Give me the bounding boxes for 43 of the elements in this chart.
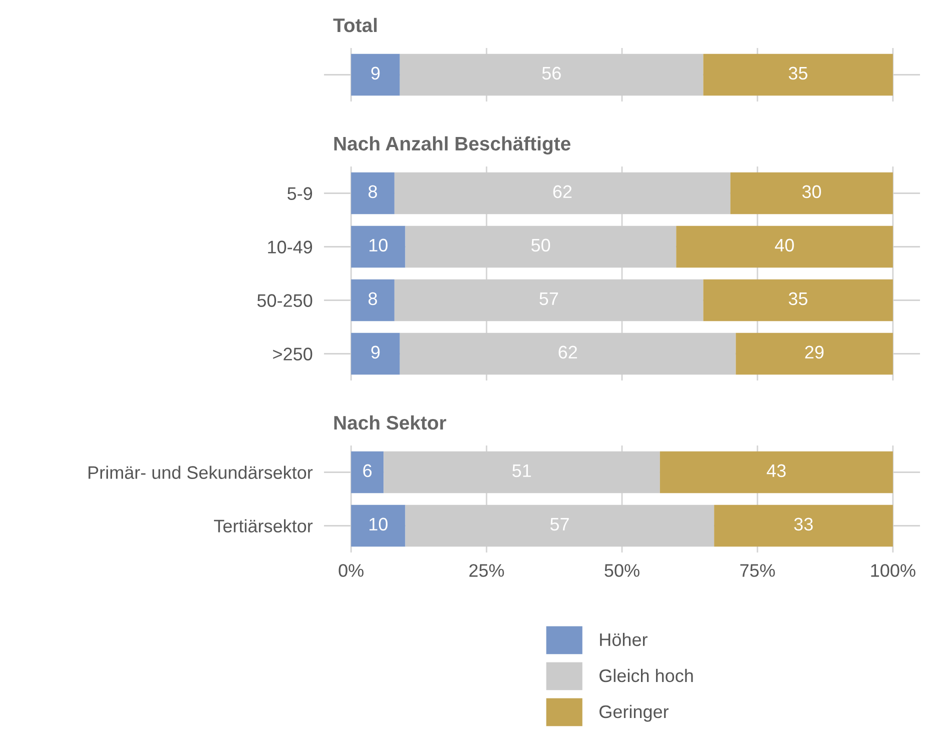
bar	[714, 504, 893, 547]
data-label: 8	[368, 185, 377, 198]
legend-label: Geringer	[600, 704, 669, 722]
bar	[730, 172, 893, 214]
y-tick-label: 5-9	[288, 187, 312, 200]
x-tick-label: 75%	[740, 564, 775, 577]
bar	[660, 451, 893, 494]
data-label: 8	[368, 292, 377, 306]
y-tick-label: 50-250	[257, 294, 312, 307]
data-label: 10	[370, 518, 388, 531]
data-label: 35	[788, 292, 808, 306]
bar	[351, 172, 394, 214]
data-label: 6	[363, 464, 372, 478]
data-label: 9	[371, 66, 380, 80]
bar	[676, 226, 893, 268]
y-tick-label: >250	[273, 348, 312, 360]
bar	[351, 226, 406, 268]
data-label: 29	[805, 346, 824, 359]
data-label: 9	[371, 346, 380, 359]
chart-title: Total	[333, 18, 377, 32]
x-tick-label: 50%	[604, 564, 640, 577]
bar	[351, 332, 400, 375]
bar	[351, 451, 384, 494]
y-tick-label: Tertiärsektor	[214, 519, 313, 532]
data-label: 40	[774, 238, 794, 252]
chart-title: Nach Sektor	[334, 415, 446, 430]
y-tick-label: Primär- und Sekundärsektor	[88, 466, 313, 479]
legend-label: Gleich hoch	[600, 668, 693, 682]
bar	[351, 279, 394, 322]
bar	[351, 504, 406, 547]
y-tick-label: 10-49	[268, 240, 312, 254]
legend-label: Höher	[600, 632, 648, 646]
data-label: 10	[370, 238, 388, 252]
data-label: 35	[788, 66, 808, 80]
x-tick-label: 0%	[338, 564, 364, 577]
bar	[736, 332, 893, 375]
bar	[703, 279, 893, 322]
x-tick-label: 100%	[871, 564, 916, 577]
data-label: 33	[794, 518, 813, 531]
data-label: 30	[802, 185, 821, 198]
chart-title: Nach Anzahl Beschäftigte	[334, 136, 570, 154]
data-label: 43	[766, 464, 786, 478]
x-tick-label: 25%	[469, 564, 504, 577]
